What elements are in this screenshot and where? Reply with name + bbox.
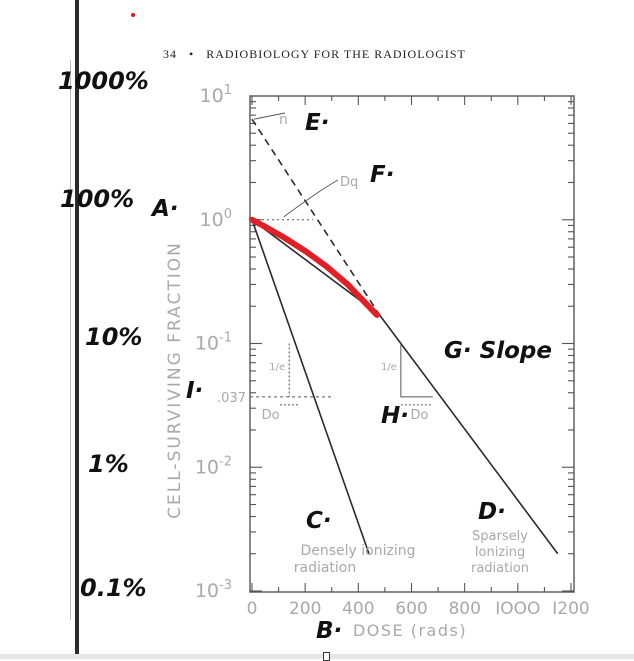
y-tick-label: 101 [200,83,232,107]
label-densely-ionizing: Densely ionizing [300,543,415,559]
x-axis-title: DOSE (rads) [353,621,467,640]
header-bullet: • [189,47,195,61]
special-tick-label: .037 [217,391,246,406]
percent-label-1: 1% [88,450,129,478]
x-tick-label: 0 [247,599,258,619]
scan-edge-line [70,60,71,620]
label-ionizing: Ionizing [475,545,526,560]
do-right-bracket [400,343,433,398]
x-tick-label: 400 [342,599,374,619]
series-line-red-highlight [249,216,380,318]
page-number: 34 [163,47,177,61]
label-sparsely: Sparsely [472,529,528,544]
cursor-marker [323,652,330,661]
annotation-e: E· [305,110,330,136]
y-tick-label: 10-2 [195,454,232,478]
annotation-c: C· [306,508,332,534]
red-dot-mark [131,13,135,17]
annotation-i: I· [186,378,204,404]
x-tick-label: IOOO [495,599,540,619]
x-tick-label: 200 [289,599,321,619]
annotation-d: D· [478,499,506,525]
x-tick-label: 800 [448,599,480,619]
percent-label-100: 100% [60,185,135,213]
y-axis-title: CELL-SURVIVING FRACTION [165,241,185,519]
page-title: RADIOBIOLOGY FOR THE RADIOLOGIST [206,47,466,61]
percent-label-10: 10% [85,323,143,351]
percent-label-1000: 1000% [58,67,149,95]
annotation-f: F· [370,162,395,188]
label-densely-radiation: radiation [294,560,357,576]
n-leader [253,112,286,120]
label-dq: Dq [340,175,358,190]
annotation-b: B· [316,618,343,644]
window-bottom-bar [0,654,634,659]
label-n: n [279,112,288,128]
label-do-right: Do [410,408,428,423]
percent-label-0-1: 0.1% [80,574,147,602]
dq-leader [283,179,339,218]
label-sparse-radiation: radiation [471,561,529,576]
page-header: 34 • RADIOBIOLOGY FOR THE RADIOLOGIST [163,47,466,62]
annotation-g-slope: G· Slope [444,338,552,364]
label-do-left: Do [262,408,280,423]
label-one-over-e-left: 1/e [269,362,285,373]
annotation-h: H· [381,403,409,429]
y-tick-label: 10-3 [195,578,232,602]
annotation-a: A· [152,196,179,222]
series-line-dashed [251,118,381,316]
label-one-over-e-right: 1/e [381,362,397,373]
x-tick-label: 600 [395,599,427,619]
y-tick-label: 10-1 [195,331,232,355]
series-line-solid [251,219,370,555]
series-line-solid [251,219,559,555]
y-tick-label: 100 [200,207,232,231]
x-tick-label: I200 [552,599,589,619]
scan-border-line [75,0,79,659]
